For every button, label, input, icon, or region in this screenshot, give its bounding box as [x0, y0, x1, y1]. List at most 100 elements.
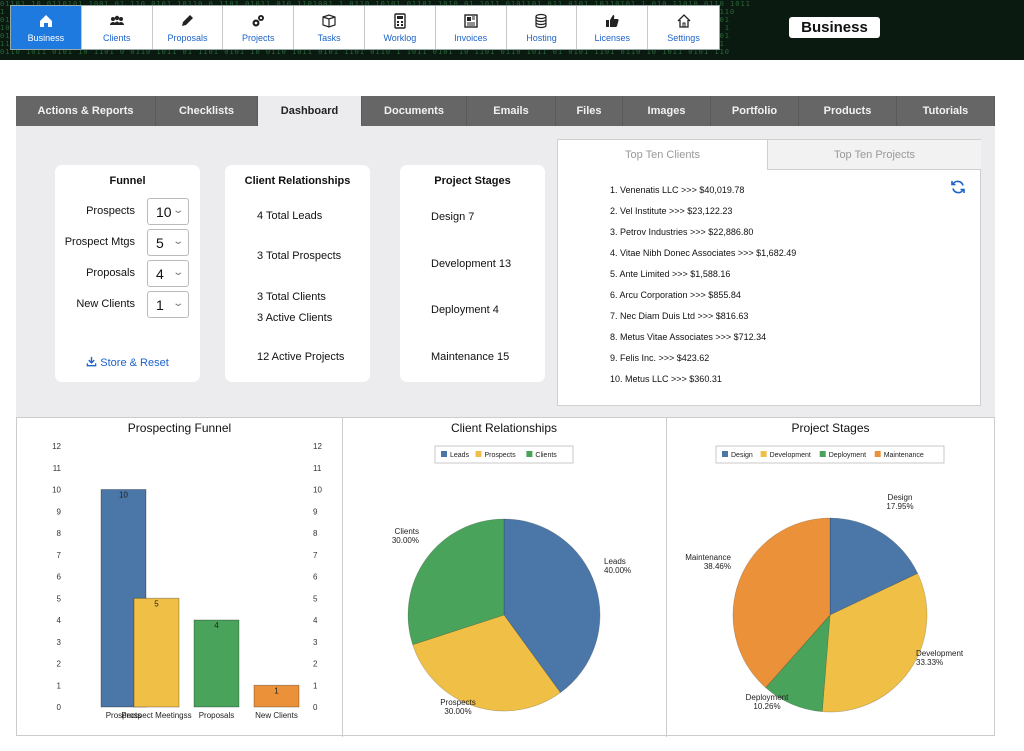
chart-title: Project Stages	[791, 421, 870, 435]
funnel-label: Prospect Mtgs	[64, 236, 135, 248]
top-client-item: 2. Vel Institute >>> $23,122.23	[610, 206, 733, 216]
slice-label: Development	[916, 649, 964, 658]
slice-percent: 33.33%	[916, 658, 943, 667]
pencil-icon	[178, 13, 196, 29]
top-ten-panel: Top Ten Clients Top Ten Projects 1. Vene…	[557, 139, 981, 406]
pie-chart-svg: Design Development Deployment MaintenanceDe…	[685, 445, 964, 713]
tab-documents[interactable]: Documents	[362, 96, 467, 126]
nav-hosting[interactable]: Hosting	[507, 6, 578, 49]
y-tick-label-left: 12	[52, 442, 61, 451]
nav-label: Projects	[242, 32, 275, 43]
client-relationships-card: Client Relationships 4 Total Leads 3 Tot…	[225, 165, 370, 382]
nav-invoices[interactable]: Invoices	[436, 6, 507, 49]
project-stages-chart: Project Stages Design Development Deployme…	[667, 418, 994, 737]
tab-products[interactable]: Products	[799, 96, 897, 126]
box-icon	[320, 13, 338, 29]
chart-legend: Leads Prospects Clients	[434, 445, 574, 464]
chevron-down-icon: ⌄	[171, 298, 184, 309]
nav-label: Clients	[102, 32, 131, 43]
refresh-icon[interactable]	[950, 179, 966, 195]
pie-chart-svg: Leads Prospects ClientsLeads40.00%Prospect…	[392, 445, 631, 716]
slice-percent: 10.26%	[753, 702, 780, 711]
legend-swatch	[722, 451, 728, 457]
x-category-label: New Clients	[255, 711, 298, 720]
slice-percent: 40.00%	[604, 566, 631, 575]
nav-worklog[interactable]: Worklog	[365, 6, 436, 49]
slice-label: Prospects	[440, 698, 476, 707]
legend-swatch	[475, 451, 482, 457]
house-outline-icon	[675, 13, 693, 29]
nav-label: Licenses	[594, 32, 631, 43]
top-client-item: 6. Arcu Corporation >>> $855.84	[610, 290, 741, 300]
legend-swatch	[819, 451, 826, 457]
nav-proposals[interactable]: Proposals	[153, 6, 224, 49]
tab-top-ten-clients[interactable]: Top Ten Clients	[558, 140, 768, 170]
y-tick-label-right: 0	[313, 703, 318, 712]
nav-clients[interactable]: Clients	[82, 6, 153, 49]
pie-slice	[765, 614, 831, 713]
tab-files[interactable]: Files	[556, 96, 623, 126]
y-tick-label-right: 8	[313, 529, 318, 538]
prospects-select[interactable]: 10 ⌄	[147, 198, 189, 225]
top-client-item: 5. Ante Limited >>> $1,588.16	[610, 269, 731, 279]
slice-label: Clients	[395, 527, 419, 536]
legend-label: Deployment	[829, 452, 866, 459]
legend-swatch	[526, 451, 533, 457]
tab-emails[interactable]: Emails	[467, 96, 556, 126]
top-client-item: 4. Vitae Nibh Donec Associates >>> $1,68…	[610, 248, 797, 258]
proposals-select[interactable]: 4 ⌄	[147, 260, 189, 287]
client-relationships-chart: Client Relationships Leads Prospects Clien…	[342, 418, 667, 737]
bar-value-label: 1	[274, 686, 279, 695]
top-client-item: 9. Felis Inc. >>> $423.62	[610, 353, 710, 363]
slice-percent: 30.00%	[444, 707, 471, 716]
nav-business[interactable]: Business	[11, 6, 82, 49]
tab-dashboard[interactable]: Dashboard	[258, 96, 362, 126]
tab-images[interactable]: Images	[623, 96, 711, 126]
nav-projects[interactable]: Projects	[223, 6, 295, 49]
tab-top-ten-projects[interactable]: Top Ten Projects	[768, 140, 981, 170]
download-icon	[86, 356, 97, 367]
slice-percent: 30.00%	[392, 536, 419, 545]
prospect-mtgs-select[interactable]: 5 ⌄	[147, 229, 189, 256]
tab-actions-reports[interactable]: Actions & Reports	[16, 96, 156, 126]
nav-label: Worklog	[383, 32, 417, 43]
stage-maintenance: Maintenance 15	[431, 351, 510, 363]
slice-percent: 38.46%	[704, 562, 731, 571]
legend-swatch	[441, 451, 447, 457]
thumbs-up-icon	[603, 13, 621, 29]
y-tick-label-left: 7	[57, 551, 62, 560]
y-tick-label-right: 10	[313, 486, 322, 495]
nav-label: Hosting	[526, 32, 557, 43]
y-tick-label-right: 3	[313, 638, 318, 647]
nav-licenses[interactable]: Licenses	[577, 6, 649, 49]
tab-tutorials[interactable]: Tutorials	[897, 96, 995, 126]
y-tick-label-right: 4	[313, 616, 318, 625]
funnel-label: Prospects	[86, 205, 135, 217]
total-prospects: 3 Total Prospects	[257, 250, 342, 262]
legend-swatch	[760, 451, 767, 457]
pie-slice	[829, 517, 919, 616]
y-tick-label-right: 9	[313, 507, 318, 516]
database-icon	[532, 13, 550, 29]
main-nav: Business Clients Proposals Projects Tasks Wor…	[10, 5, 720, 50]
stage-design: Design 7	[431, 211, 475, 223]
tab-portfolio[interactable]: Portfolio	[711, 96, 799, 126]
funnel-title: Funnel	[109, 175, 146, 187]
nav-settings[interactable]: Settings	[648, 6, 719, 49]
y-tick-label-right: 1	[313, 681, 318, 690]
top-client-item: 1. Venenatis LLC >>> $40,019.78	[610, 185, 745, 195]
nav-tasks[interactable]: Tasks	[294, 6, 365, 49]
new-clients-select[interactable]: 1 ⌄	[147, 291, 189, 318]
funnel-card: Funnel Prospects 10 ⌄ Prospect Mtgs 5 ⌄ Pr…	[55, 165, 200, 382]
chart-title: Prospecting Funnel	[127, 421, 232, 435]
store-reset-button[interactable]: Store & Reset	[55, 356, 200, 369]
client-relationships-title: Client Relationships	[244, 175, 351, 187]
chevron-down-icon: ⌄	[171, 205, 184, 216]
tab-checklists[interactable]: Checklists	[156, 96, 258, 126]
nav-label: Tasks	[317, 32, 341, 43]
y-tick-label-left: 0	[57, 703, 62, 712]
legend-label: Development	[770, 452, 811, 459]
